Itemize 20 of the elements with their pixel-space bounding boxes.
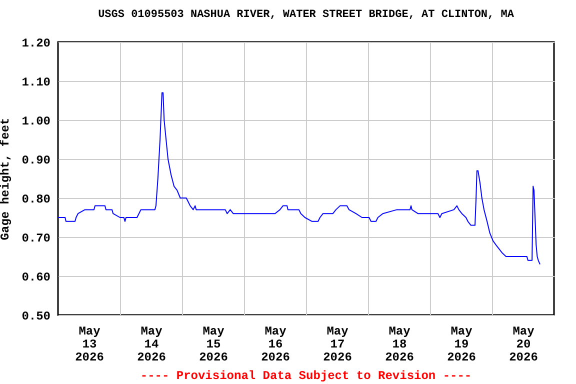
x-tick-label: May 15 2026	[199, 324, 228, 364]
y-tick-label: 1.20	[22, 36, 50, 50]
text: ---- Provisional Data Subject to Revision ----	[140, 369, 472, 383]
x-tick-label: May 18 2026	[385, 324, 414, 364]
x-tick-label: May 19 2026	[447, 324, 476, 364]
x-tick-label: May 16 2026	[261, 324, 290, 364]
y-tick-label: 0.90	[22, 154, 50, 168]
x-tick-label: May 20 2026	[509, 324, 538, 364]
x-tick-label: May 17 2026	[323, 324, 352, 364]
line-series	[58, 92, 541, 265]
y-tick-label: 1.10	[22, 76, 50, 90]
chart-title: USGS 01095503 NASHUA RIVER, WATER STREET BRIDGE, AT CLINTON, MA	[98, 9, 514, 21]
x-tick-label: May 14 2026	[137, 324, 166, 364]
y-tick-label: 0.70	[22, 232, 50, 246]
y-tick-label: 0.50	[22, 310, 50, 324]
y-axis-title: Gage height, feet	[0, 118, 13, 240]
x-tick-label: May 13 2026	[75, 324, 104, 364]
y-tick-label: 1.00	[22, 114, 50, 128]
y-tick-label: 0.60	[22, 270, 50, 284]
y-tick-label: 0.80	[22, 192, 50, 206]
